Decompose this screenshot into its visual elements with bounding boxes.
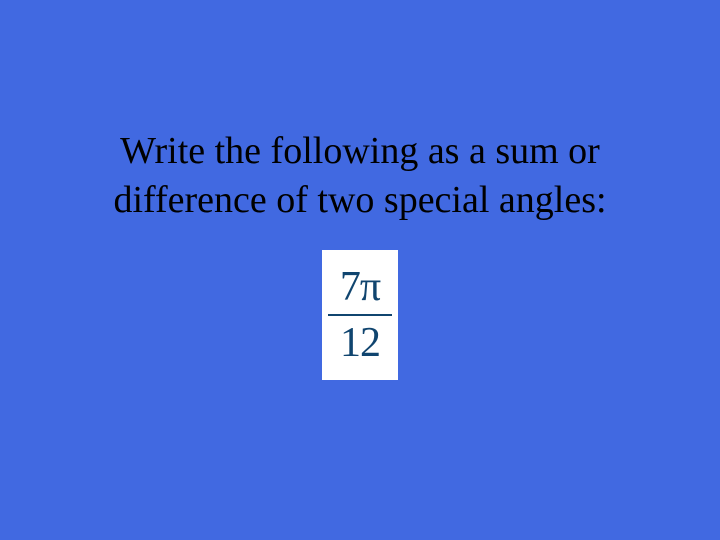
prompt-text-line2: difference of two special angles: — [113, 179, 606, 221]
prompt-text: Write the following as a sum or differen… — [0, 127, 720, 226]
fraction-box: 7π 12 — [322, 250, 398, 380]
fraction-line — [328, 314, 392, 316]
fraction-denominator: 12 — [340, 320, 380, 364]
slide-container: Write the following as a sum or differen… — [0, 0, 720, 540]
fraction-numerator: 7π — [340, 266, 380, 310]
prompt-text-line1: Write the following as a sum or — [120, 130, 600, 172]
